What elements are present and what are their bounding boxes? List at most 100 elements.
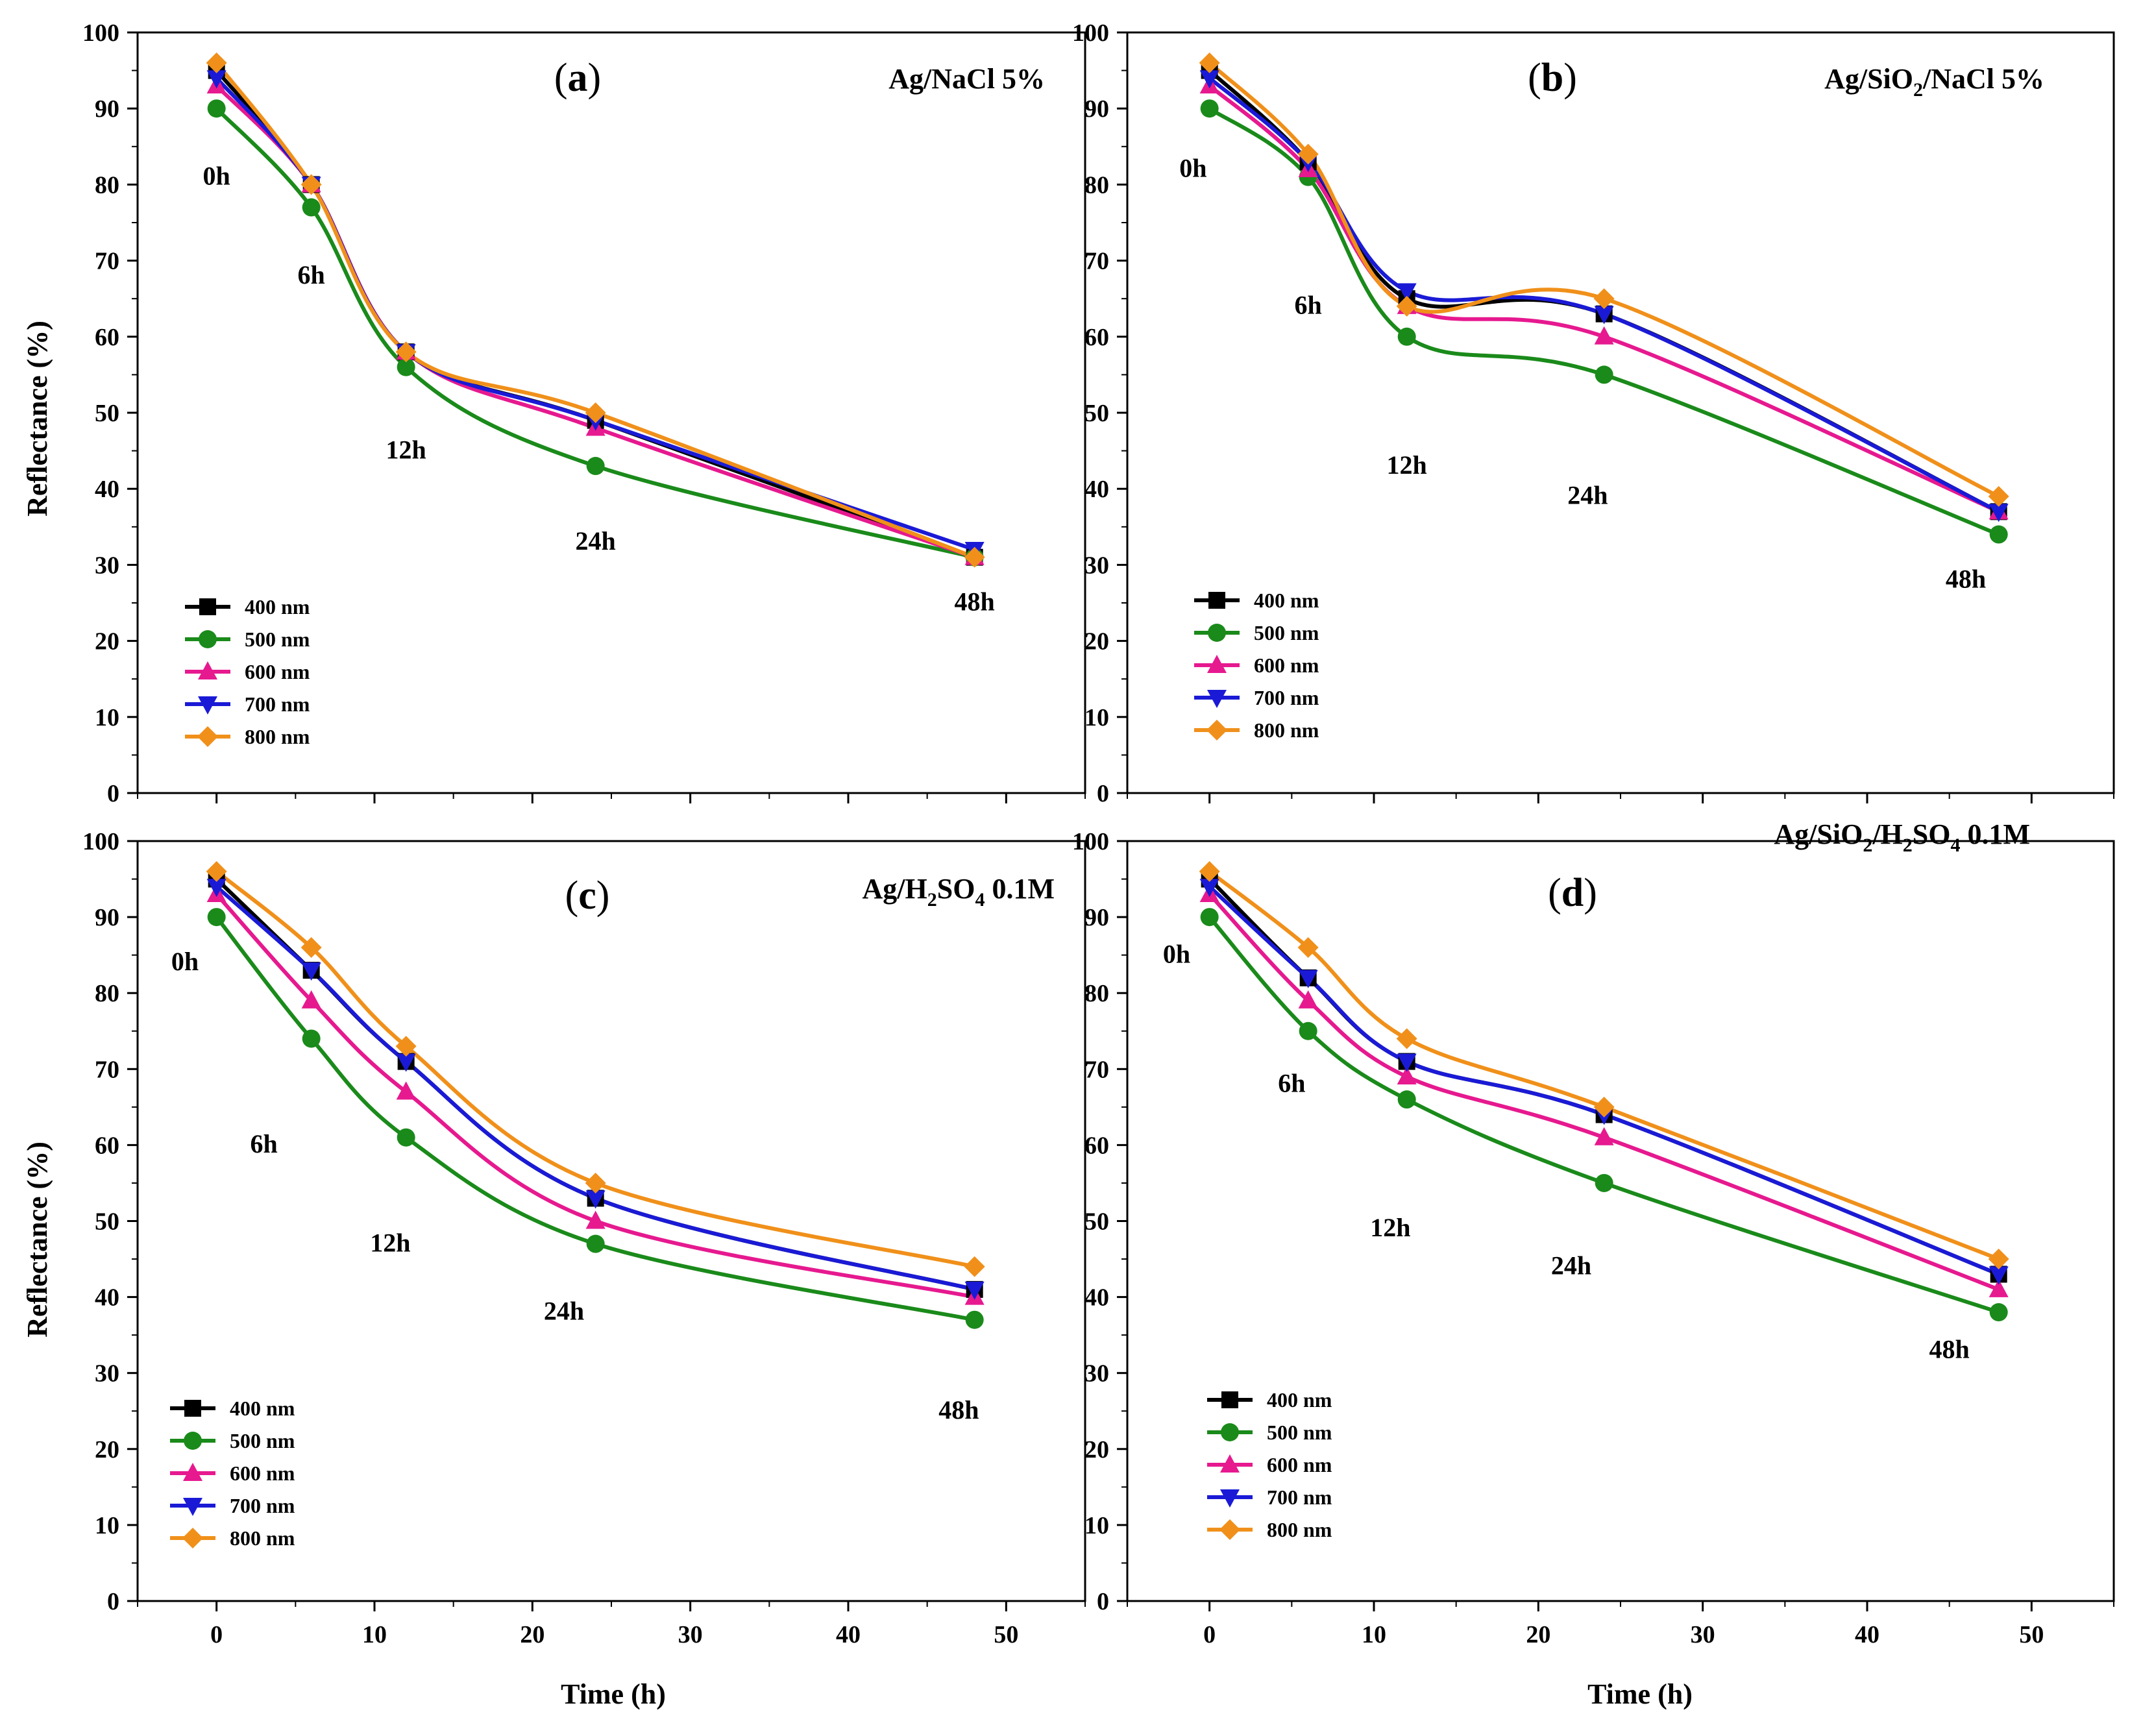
panel-a-legend-label: 800 nm (245, 725, 310, 748)
panel-b-y-tick-label: 30 (1084, 552, 1109, 579)
panel-a-legend-label: 600 nm (245, 660, 310, 683)
panel-a-y-tick-label: 20 (95, 628, 119, 655)
panel-d-point-500nm-t48 (1989, 1303, 2008, 1322)
panel-b-title: Ag/SiO2/NaCl 5% (1824, 63, 2044, 101)
panel-a-letter-open: ( (554, 56, 568, 100)
panel-c-letter-close: ) (596, 874, 610, 918)
panel-b-legend-label: 500 nm (1254, 621, 1319, 644)
panel-c-point-500nm-t12 (397, 1128, 415, 1147)
panel-a-point-500nm-t0 (207, 99, 226, 118)
panel-b-legend-item: 600 nm (1194, 654, 1319, 677)
panel-c-title-part: Ag/H (863, 873, 927, 905)
panel-b-y-tick-label: 70 (1084, 248, 1109, 275)
panel-a-y-tick-label: 0 (107, 780, 119, 807)
panel-c-point-800nm-t12 (395, 1036, 417, 1057)
panel-c-y-tick-label: 90 (95, 904, 119, 931)
panel-a-legend-item: 400 nm (185, 595, 310, 618)
panel-a-point-500nm-t12 (397, 358, 415, 376)
panel-d-point-700nm-t6 (1298, 970, 1318, 988)
panel-a-point-800nm-t12 (395, 341, 417, 363)
panel-d-legend-marker (1220, 1454, 1240, 1473)
panel-c-title-sub2: 4 (975, 889, 985, 911)
panel-d-y-tick-label: 100 (1072, 828, 1109, 855)
panel-a-y-tick-label: 100 (82, 19, 119, 47)
panel-c-series-line-800nm (215, 870, 975, 1269)
panel-a-point-500nm-t6 (302, 198, 321, 217)
panel-a-y-axis-title: Reflectance (%) (21, 321, 53, 517)
panel-c-title-sub: 2 (927, 889, 937, 911)
panel-d-point-600nm-t24 (1594, 1127, 1614, 1145)
panel-d-title-sub2: 2 (1903, 835, 1913, 856)
panel-a-point-500nm-t24 (586, 457, 605, 476)
panel-d-y-tick-label: 10 (1084, 1512, 1109, 1539)
panel-a-y-tick-label: 80 (95, 171, 119, 199)
panel-c: (c) Ag/H2SO4 0.1M Reflectance (%) Time (… (21, 828, 1086, 1710)
panel-d-point-500nm-t24 (1595, 1173, 1613, 1192)
panel-b-point-800nm-t6 (1297, 143, 1319, 165)
panel-b-point-700nm-t12 (1397, 283, 1417, 302)
panel-b-y-tick-label: 0 (1097, 780, 1109, 807)
panel-c-time-label: 12h (370, 1228, 410, 1257)
panel-c-y-tick-label: 70 (95, 1056, 119, 1083)
panel-b-letter-open: ( (1528, 56, 1541, 100)
panel-c-series-line-600nm (215, 892, 975, 1299)
panel-c-legend: 400 nm 500 nm 600 nm 700 nm 800 nm (170, 1397, 295, 1550)
panel-d-y-tick-label: 70 (1084, 1056, 1109, 1083)
panel-c-x-tick-label: 20 (520, 1621, 545, 1648)
panel-c-point-500nm-t48 (965, 1310, 984, 1329)
panel-d: (d) Ag/SiO2/H2SO4 0.1M Time (h) 01020304… (1072, 818, 2115, 1710)
panel-a-series-line-800nm (215, 62, 975, 559)
panel-c-title: Ag/H2SO4 0.1M (863, 873, 1055, 911)
panel-c-point-700nm-t0 (206, 879, 226, 898)
panel-c-y-tick-label: 30 (95, 1360, 119, 1388)
panel-c-time-label: 6h (251, 1129, 278, 1158)
panel-b-legend-marker (1208, 592, 1225, 609)
panel-b-legend-label: 400 nm (1254, 589, 1319, 612)
panel-d-title-rest: 0.1M (1960, 818, 2030, 850)
panel-a-legend-marker (198, 696, 217, 715)
panel-c-y-tick-label: 40 (95, 1284, 119, 1312)
panel-b-title-part: Ag/SiO (1824, 63, 1913, 95)
panel-a-time-label: 0h (203, 161, 230, 190)
panel-a-legend-item: 800 nm (185, 725, 310, 748)
panel-c-legend-label: 600 nm (230, 1461, 295, 1485)
panel-b: (b) Ag/SiO2/NaCl 5% 0 10 20 30 40 50 60 70 80 90 1… (1072, 19, 2115, 807)
panel-d-x-tick-label: 30 (1691, 1621, 1715, 1648)
panel-d-y-tick-label: 80 (1084, 980, 1109, 1007)
panel-d-point-800nm-t24 (1593, 1096, 1615, 1118)
panel-c-legend-marker (184, 1400, 201, 1417)
panel-c-y-axis-title: Reflectance (%) (21, 1142, 53, 1338)
panel-c-y-tick-label: 100 (82, 828, 119, 855)
panel-b-point-800nm-t12 (1396, 295, 1417, 317)
panel-b-letter: (b) (1528, 56, 1577, 100)
panel-d-y-tick-label: 30 (1084, 1360, 1109, 1388)
panel-d-title-sub3: 4 (1950, 835, 1960, 856)
panel-d-time-label: 24h (1551, 1251, 1591, 1280)
panel-d-point-700nm-t48 (1989, 1266, 2009, 1285)
panel-d-legend-label: 400 nm (1267, 1388, 1332, 1412)
panel-d-legend-item: 500 nm (1207, 1421, 1332, 1444)
panel-d-x-tick-label: 0 (1203, 1621, 1216, 1648)
panel-b-title-sub: 2 (1913, 79, 1923, 101)
panel-d-point-500nm-t12 (1397, 1090, 1416, 1109)
panel-b-point-500nm-t12 (1397, 327, 1416, 346)
panel-d-legend-marker (1221, 1391, 1238, 1408)
panel-d-x-tick-label: 10 (1362, 1621, 1386, 1648)
panel-a-y-tick-label: 70 (95, 248, 119, 275)
panel-c-legend-label: 700 nm (230, 1494, 295, 1517)
panel-d-time-label: 0h (1163, 939, 1190, 968)
panel-a-legend-item: 500 nm (185, 628, 310, 651)
panel-c-legend-marker (183, 1463, 202, 1481)
panel-b-point-700nm-t48 (1989, 504, 2009, 522)
panel-c-y-tick-label: 20 (95, 1436, 119, 1463)
panel-c-x-tick-label: 40 (836, 1621, 861, 1648)
panel-d-legend-marker (1220, 1489, 1240, 1508)
panel-c-x-tick-label: 30 (678, 1621, 703, 1648)
panel-d-title-sub: 2 (1863, 835, 1872, 856)
panel-c-legend-item: 500 nm (170, 1429, 295, 1452)
panel-d-point-600nm-t48 (1989, 1278, 2009, 1297)
panel-b-time-label: 6h (1295, 291, 1322, 320)
panel-c-point-700nm-t6 (301, 962, 321, 981)
panel-c-letter-value: c (578, 874, 596, 918)
panel-c-title-rest: 0.1M (985, 873, 1055, 905)
